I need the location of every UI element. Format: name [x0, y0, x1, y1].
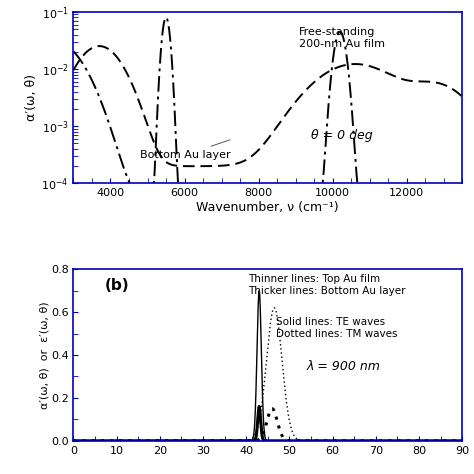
X-axis label: Wavenumber, ν (cm⁻¹): Wavenumber, ν (cm⁻¹): [197, 201, 339, 214]
Text: Free-standing
200-nm Au film: Free-standing 200-nm Au film: [299, 27, 385, 49]
Y-axis label: α′(ω, θ): α′(ω, θ): [26, 74, 38, 121]
Text: λ = 900 nm: λ = 900 nm: [307, 360, 381, 373]
Text: Thinner lines: Top Au film
Thicker lines: Bottom Au layer: Thinner lines: Top Au film Thicker lines…: [248, 274, 406, 296]
Text: Solid lines: TE waves
Dotted lines: TM waves: Solid lines: TE waves Dotted lines: TM w…: [275, 317, 397, 339]
Text: Bottom Au layer: Bottom Au layer: [140, 140, 231, 160]
Text: (b): (b): [105, 278, 129, 293]
Text: θ = 0 deg: θ = 0 deg: [310, 129, 372, 142]
Y-axis label: α′(ω, θ)  or  ε′(ω, θ): α′(ω, θ) or ε′(ω, θ): [39, 301, 49, 409]
